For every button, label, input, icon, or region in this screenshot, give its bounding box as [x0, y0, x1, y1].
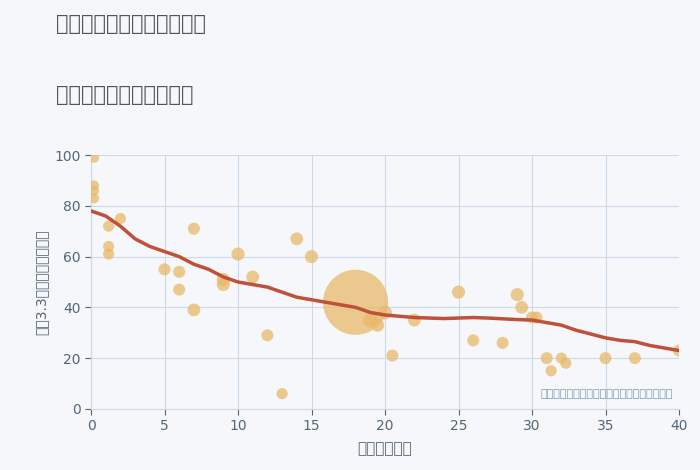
- Point: [306, 253, 317, 260]
- Text: 円の大きさは、取引のあった物件面積を示す: 円の大きさは、取引のあった物件面積を示す: [540, 389, 673, 399]
- Point: [291, 235, 302, 243]
- Text: 三重県四日市市南富田町の: 三重県四日市市南富田町の: [56, 14, 206, 34]
- Text: 築年数別中古戸建て価格: 築年数別中古戸建て価格: [56, 85, 193, 105]
- Point: [497, 339, 508, 347]
- Point: [115, 215, 126, 222]
- Point: [88, 182, 99, 189]
- Point: [556, 354, 567, 362]
- Point: [409, 316, 420, 324]
- Point: [159, 266, 170, 273]
- Point: [262, 331, 273, 339]
- Point: [379, 309, 391, 316]
- Point: [365, 316, 376, 324]
- Point: [103, 251, 114, 258]
- Point: [174, 286, 185, 293]
- Point: [218, 281, 229, 288]
- Point: [232, 251, 244, 258]
- Y-axis label: 坪（3.3㎡）単価（万円）: 坪（3.3㎡）単価（万円）: [35, 229, 49, 335]
- Point: [541, 354, 552, 362]
- Point: [453, 289, 464, 296]
- Point: [468, 337, 479, 344]
- Point: [516, 304, 527, 311]
- Point: [531, 314, 542, 321]
- Point: [372, 321, 384, 329]
- Point: [247, 273, 258, 281]
- Point: [188, 306, 199, 313]
- Point: [386, 352, 398, 360]
- Point: [88, 195, 99, 202]
- Point: [88, 187, 99, 195]
- Point: [276, 390, 288, 398]
- Point: [545, 367, 557, 375]
- Point: [560, 360, 571, 367]
- Point: [88, 154, 99, 161]
- Point: [350, 298, 361, 306]
- Point: [174, 268, 185, 275]
- Point: [600, 354, 611, 362]
- Point: [526, 314, 538, 321]
- X-axis label: 築年数（年）: 築年数（年）: [358, 442, 412, 457]
- Point: [218, 276, 229, 283]
- Point: [673, 347, 685, 354]
- Point: [629, 354, 641, 362]
- Point: [512, 291, 523, 298]
- Point: [103, 243, 114, 250]
- Point: [188, 225, 199, 233]
- Point: [103, 222, 114, 230]
